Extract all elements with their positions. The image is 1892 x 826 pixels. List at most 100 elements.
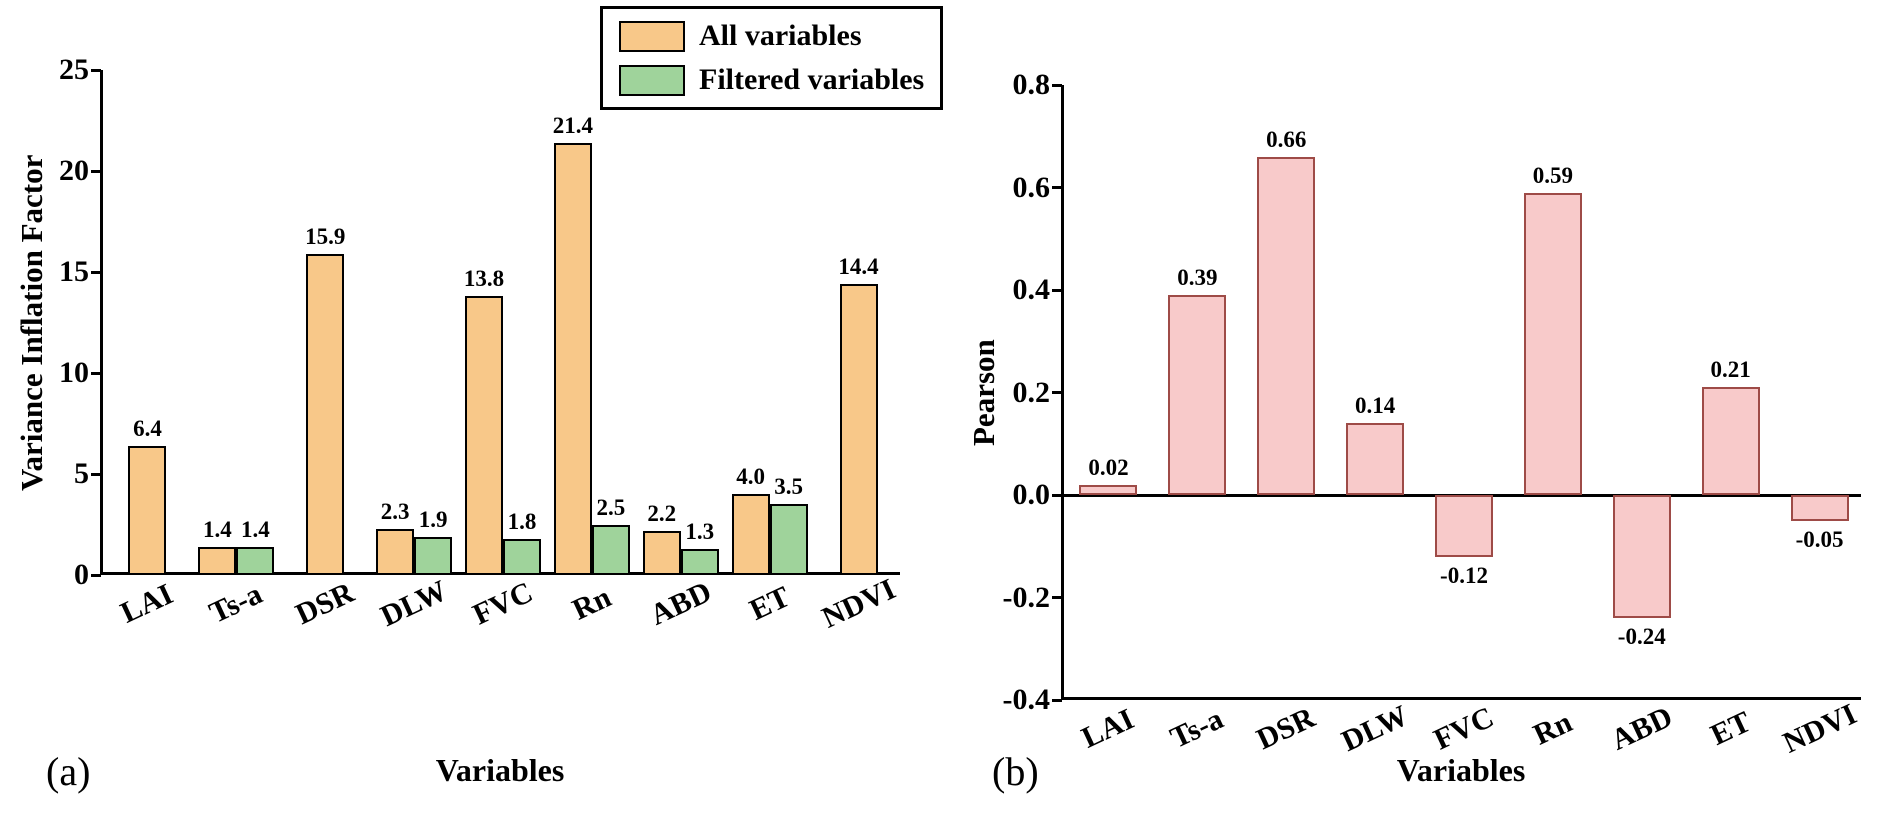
vif-chart-panel: Variance Inflation Factor 0 5 10 15 20 25 LAI 6… — [14, 53, 900, 794]
bar-filtered-variables-rn — [591, 524, 630, 575]
y-tick-label--0-4: -0.4 — [1002, 683, 1051, 716]
y-tick-mark — [1052, 493, 1062, 497]
x-tick-label-dsr: DSR — [290, 575, 360, 632]
y-tick-label-5: 5 — [74, 457, 89, 490]
bar-pearson-ndvi — [1790, 495, 1849, 521]
pearson-plot-area: 0.8 0.6 0.4 0.2 0.0 -0.2 -0.4 LAI 0.02 Ts-a 0.39 DS… — [1003, 68, 1862, 760]
value-label-filtered-variables-abd: 1.3 — [685, 518, 715, 544]
pearson-x-axis-title: Variables — [1396, 752, 1526, 788]
x-tick-label-rn: Rn — [1528, 705, 1578, 752]
bar-pearson-ts-a — [1168, 295, 1227, 495]
y-tick-mark — [1052, 596, 1062, 599]
bar-filtered-variables-dlw — [414, 536, 453, 575]
x-tick-label-rn: Rn — [567, 580, 617, 627]
value-label-filtered-variables-ts-a: 1.4 — [240, 516, 270, 542]
vif-plot-area: 0 5 10 15 20 25 LAI 6.4 Ts-a 1.4 1.4 DSR 15.9 DLW 2.3 1… — [59, 53, 900, 635]
bar-pearson-lai — [1079, 484, 1138, 495]
value-label-filtered-variables-fvc: 1.8 — [507, 508, 537, 534]
y-tick-mark — [91, 472, 101, 476]
value-label-all-variables-ndvi: 14.4 — [838, 254, 879, 280]
y-tick-mark — [1052, 391, 1062, 394]
y-tick-mark — [91, 270, 101, 274]
y-tick-mark — [1052, 83, 1062, 87]
bar-pearson-et — [1701, 387, 1760, 495]
value-label-all-variables-lai: 6.4 — [133, 415, 162, 441]
y-tick-mark — [91, 573, 101, 577]
x-tick-label-dlw: DLW — [1336, 699, 1414, 759]
x-tick-label-lai: LAI — [116, 577, 179, 630]
legend-swatch-filtered-variables — [619, 64, 685, 96]
bar-all-variables-abd — [642, 530, 681, 575]
pearson-chart-panel: Pearson 0.8 0.6 0.4 0.2 0.0 -0.2 -0.4 LAI 0.02 Ts… — [946, 0, 1892, 826]
value-label-pearson-dlw: 0.14 — [1354, 393, 1396, 419]
y-tick-mark — [1052, 288, 1062, 292]
x-tick-label-et: ET — [1705, 705, 1756, 752]
legend-swatch-all-variables — [619, 20, 685, 52]
y-tick-label-0-6: 0.6 — [1012, 170, 1051, 204]
value-label-all-variables-dsr: 15.9 — [305, 223, 346, 249]
value-label-all-variables-fvc: 13.8 — [463, 266, 505, 292]
value-label-pearson-dsr: 0.66 — [1266, 126, 1307, 152]
value-label-filtered-variables-et: 3.5 — [774, 474, 804, 500]
bar-all-variables-et — [731, 494, 770, 575]
value-label-all-variables-abd: 2.2 — [647, 500, 677, 526]
y-tick-mark — [1052, 186, 1062, 189]
x-tick-label-ndvi: NDVI — [1777, 697, 1862, 760]
bar-pearson-rn — [1523, 192, 1582, 495]
bar-filtered-variables-et — [769, 504, 808, 575]
x-tick-label-fvc: FVC — [467, 575, 538, 632]
bar-filtered-variables-abd — [680, 548, 719, 575]
value-label-filtered-variables-rn: 2.5 — [596, 494, 626, 520]
bar-all-variables-dlw — [376, 528, 415, 575]
bar-filtered-variables-ts-a — [236, 546, 275, 575]
x-tick-label-ts-a: Ts-a — [1165, 702, 1229, 755]
bar-pearson-dsr — [1257, 156, 1316, 495]
y-tick-label-20: 20 — [59, 154, 89, 187]
y-tick-mark — [91, 68, 101, 72]
x-tick-label-ts-a: Ts-a — [204, 577, 268, 630]
vif-x-axis-title: Variables — [435, 752, 565, 788]
value-label-all-variables-dlw: 2.3 — [380, 498, 410, 524]
value-label-pearson-ndvi: -0.05 — [1795, 526, 1844, 552]
value-label-pearson-ts-a: 0.39 — [1177, 265, 1218, 291]
x-tick-label-abd: ABD — [644, 575, 717, 632]
panel-label-b: (b) — [992, 749, 1039, 794]
y-tick-label-0-4: 0.4 — [1012, 273, 1051, 306]
bar-all-variables-dsr — [306, 253, 345, 575]
value-label-all-variables-rn: 21.4 — [552, 112, 593, 138]
legend-item-label: All variables — [699, 19, 862, 52]
bar-all-variables-ts-a — [198, 546, 237, 575]
bar-pearson-abd — [1612, 495, 1671, 618]
x-tick-label-dlw: DLW — [375, 574, 453, 634]
x-tick-label-ndvi: NDVI — [816, 572, 901, 635]
value-label-pearson-et: 0.21 — [1710, 357, 1751, 383]
vif-y-axis-title: Variance Inflation Factor — [14, 154, 49, 491]
y-tick-mark — [1052, 698, 1062, 702]
value-label-pearson-lai: 0.02 — [1088, 454, 1129, 480]
y-tick-label-25: 25 — [59, 53, 89, 86]
y-tick-label-15: 15 — [59, 255, 89, 288]
bar-all-variables-lai — [128, 445, 167, 575]
bar-all-variables-ndvi — [839, 284, 878, 575]
x-tick-label-lai: LAI — [1077, 702, 1140, 755]
bar-all-variables-fvc — [465, 296, 503, 575]
value-label-all-variables-ts-a: 1.4 — [202, 516, 232, 542]
value-label-all-variables-et: 4.0 — [736, 464, 766, 490]
x-tick-label-abd: ABD — [1605, 700, 1678, 757]
value-label-pearson-fvc: -0.12 — [1440, 562, 1488, 588]
x-tick-label-dsr: DSR — [1251, 700, 1321, 757]
y-tick-label-0-8: 0.8 — [1012, 68, 1051, 101]
y-tick-mark — [91, 371, 101, 375]
panel-label-a: (a) — [46, 749, 91, 794]
legend: All variables Filtered variables — [600, 6, 944, 110]
legend-item-all-variables: All variables — [619, 19, 924, 53]
legend-item-label: Filtered variables — [699, 63, 925, 96]
y-tick-label-0-2: 0.2 — [1012, 375, 1051, 409]
bar-pearson-dlw — [1346, 423, 1405, 495]
x-tick-label-et: ET — [744, 580, 795, 627]
bar-pearson-fvc — [1435, 495, 1493, 557]
y-tick-label-0-0: 0.0 — [1012, 478, 1051, 511]
value-label-pearson-rn: 0.59 — [1532, 162, 1573, 188]
y-tick-label--0-2: -0.2 — [1002, 580, 1051, 614]
y-tick-mark — [91, 169, 101, 173]
